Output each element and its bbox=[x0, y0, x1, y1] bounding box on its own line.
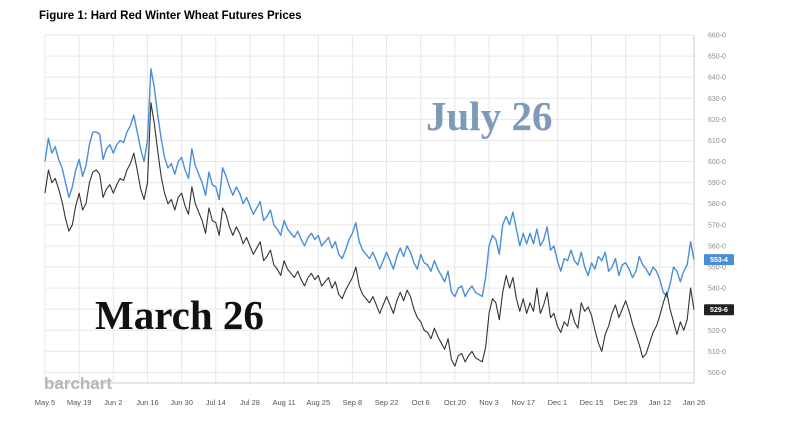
barchart-watermark: barchart bbox=[44, 374, 113, 393]
y-tick-label: 610-0 bbox=[708, 138, 726, 145]
x-tick-label: Aug 25 bbox=[306, 398, 330, 407]
x-tick-label: Dec 29 bbox=[614, 398, 638, 407]
x-tick-label: Nov 17 bbox=[511, 398, 535, 407]
y-tick-label: 570-0 bbox=[708, 222, 726, 229]
y-tick-label: 560-0 bbox=[708, 243, 726, 250]
y-tick-label: 510-0 bbox=[708, 349, 726, 356]
x-tick-label: Jul 14 bbox=[206, 398, 226, 407]
figure-title: Figure 1: Hard Red Winter Wheat Futures … bbox=[39, 10, 302, 22]
y-axis: 500-0510-0520-0530-0540-0550-0560-0570-0… bbox=[693, 33, 726, 383]
y-tick-label: 590-0 bbox=[708, 180, 726, 187]
march-annotation: March 26 bbox=[95, 292, 264, 338]
y-tick-label: 520-0 bbox=[708, 328, 726, 335]
last-price-badge-march: 529-6 bbox=[704, 304, 734, 316]
series-line-july bbox=[44, 68, 695, 298]
x-tick-label: May 5 bbox=[35, 398, 55, 407]
x-tick-label: Oct 6 bbox=[412, 398, 430, 407]
x-tick-label: Jun 16 bbox=[136, 398, 159, 407]
last-price-badge-july: 553-4 bbox=[704, 254, 734, 266]
y-tick-label: 650-0 bbox=[708, 54, 726, 61]
x-tick-label: Oct 20 bbox=[444, 398, 466, 407]
x-tick-label: Aug 11 bbox=[272, 398, 295, 407]
y-tick-label: 620-0 bbox=[708, 117, 726, 124]
x-tick-label: Jun 2 bbox=[104, 398, 122, 407]
series-line-march bbox=[44, 101, 695, 367]
y-tick-label: 630-0 bbox=[708, 96, 726, 103]
y-tick-label: 500-0 bbox=[708, 370, 726, 377]
x-tick-label: Jan 26 bbox=[683, 398, 706, 407]
last-price-value: 553-4 bbox=[710, 257, 728, 264]
x-tick-label: Jan 12 bbox=[649, 398, 672, 407]
x-tick-label: May 19 bbox=[67, 398, 92, 407]
price-badges: 553-4 529-6 bbox=[704, 254, 734, 316]
y-tick-label: 580-0 bbox=[708, 201, 726, 208]
x-tick-label: Dec 15 bbox=[580, 398, 604, 407]
x-tick-label: Jul 28 bbox=[240, 398, 260, 407]
y-tick-label: 600-0 bbox=[708, 159, 726, 166]
y-tick-label: 660-0 bbox=[708, 33, 726, 40]
x-tick-label: Nov 3 bbox=[479, 398, 499, 407]
last-price-value: 529-6 bbox=[710, 307, 728, 314]
july-annotation: July 26 bbox=[426, 93, 553, 139]
y-tick-label: 540-0 bbox=[708, 286, 726, 293]
x-tick-label: Sep 8 bbox=[343, 398, 363, 407]
x-axis: May 5 May 19 Jun 2 Jun 16 Jun 30 Jul 14 Jul 28… bbox=[35, 382, 706, 407]
y-tick-label: 640-0 bbox=[708, 75, 726, 82]
x-tick-label: Jun 30 bbox=[170, 398, 193, 407]
x-tick-label: Sep 22 bbox=[375, 398, 399, 407]
y-tick-label: 550-0 bbox=[708, 265, 726, 272]
series-layer bbox=[44, 68, 695, 367]
x-tick-label: Dec 1 bbox=[548, 398, 568, 407]
